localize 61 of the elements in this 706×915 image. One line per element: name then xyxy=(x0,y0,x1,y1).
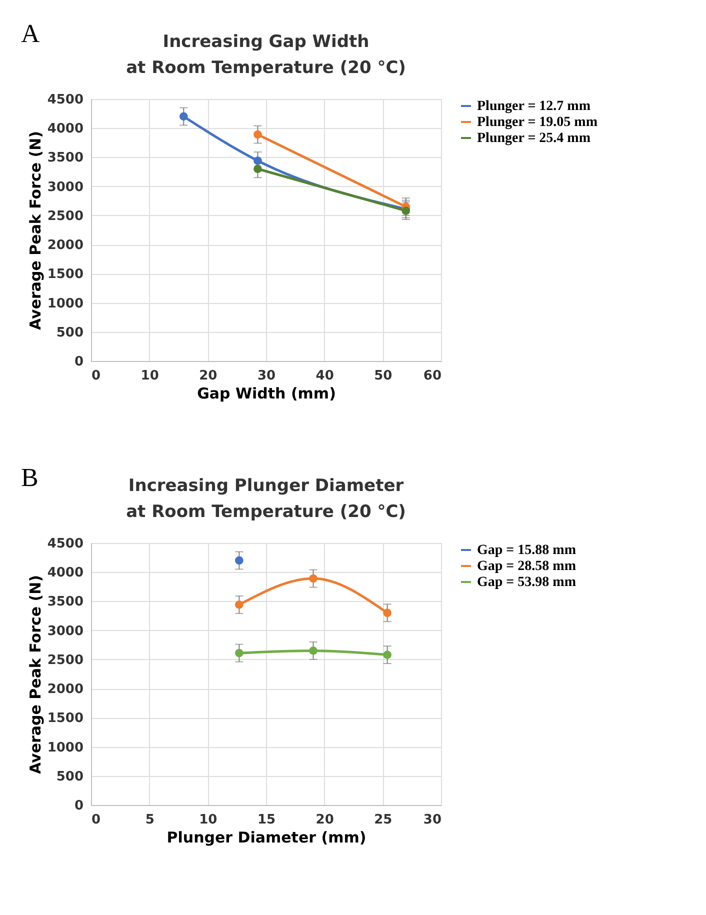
text: Increasing Gap Width xyxy=(162,32,370,52)
x-tick-label: 25 xyxy=(374,812,392,828)
x-tick-label: 40 xyxy=(316,368,334,384)
y-tick-label: 2000 xyxy=(47,238,84,254)
y-tick-label: 4500 xyxy=(47,536,84,552)
point xyxy=(179,112,188,121)
y-tick-label: 2000 xyxy=(47,682,84,698)
x-tick-label: 30 xyxy=(257,368,276,384)
x-tick-label: 0 xyxy=(92,812,101,828)
y-tick-label: 4500 xyxy=(47,92,84,108)
x-axis-title: Gap Width (mm) xyxy=(197,384,336,402)
x-tick-label: 15 xyxy=(257,812,276,828)
y-tick-label: 2500 xyxy=(47,652,84,668)
y-tick-label: 1000 xyxy=(47,740,84,756)
x-tick-label: 0 xyxy=(92,368,101,384)
y-tick-label: 3000 xyxy=(47,180,84,195)
point xyxy=(254,164,262,174)
x-tick-label: 10 xyxy=(199,812,218,828)
x-tick-label: 50 xyxy=(374,368,392,384)
x-tick-label: 20 xyxy=(316,812,334,828)
legend-label: Gap = 28.58 mm xyxy=(477,559,576,574)
text: at Room Temperature (20 °C) xyxy=(126,58,406,78)
text: A xyxy=(21,19,40,48)
legend-label: Plunger = 25.4 mm xyxy=(477,131,591,146)
text: at Room Temperature (20 °C) xyxy=(126,502,406,522)
y-tick-label: 500 xyxy=(56,769,84,784)
x-tick-label: 10 xyxy=(140,368,159,384)
point xyxy=(234,556,244,565)
legend-label: Gap = 15.88 mm xyxy=(477,543,576,558)
point xyxy=(234,648,244,658)
y-tick-label: 1500 xyxy=(47,267,84,282)
x-tick-label: 30 xyxy=(423,812,442,828)
y-tick-label: 3500 xyxy=(47,594,84,610)
point xyxy=(234,600,244,609)
text: B xyxy=(21,463,38,492)
point xyxy=(309,574,318,583)
y-axis-title: Average Peak Force (N) xyxy=(26,574,44,774)
x-tick-label: 20 xyxy=(199,368,218,384)
x-tick-label: 60 xyxy=(423,368,442,384)
y-tick-label: 3000 xyxy=(47,624,84,639)
legend-label: Plunger = 19.05 mm xyxy=(477,115,598,130)
y-tick-label: 4000 xyxy=(47,122,84,137)
y-tick-label: 2500 xyxy=(47,208,84,224)
y-tick-label: 0 xyxy=(74,354,84,370)
y-tick-label: 4000 xyxy=(47,566,84,581)
y-tick-label: 0 xyxy=(74,798,84,814)
y-tick-label: 1000 xyxy=(47,296,84,312)
x-tick-label: 5 xyxy=(145,812,154,828)
point xyxy=(383,608,392,618)
legend-label: Gap = 53.98 mm xyxy=(477,575,576,590)
y-axis-title: Average Peak Force (N) xyxy=(26,130,44,330)
y-tick-label: 500 xyxy=(56,325,84,340)
point xyxy=(254,156,262,165)
y-tick-label: 3500 xyxy=(47,150,84,166)
y-tick-label: 1500 xyxy=(47,711,84,726)
text: Increasing Plunger Diameter xyxy=(128,476,404,496)
x-axis-title: Plunger Diameter (mm) xyxy=(166,828,366,846)
point xyxy=(254,130,262,139)
legend-label: Plunger = 12.7 mm xyxy=(477,99,591,114)
point xyxy=(309,646,318,655)
point xyxy=(383,650,392,659)
